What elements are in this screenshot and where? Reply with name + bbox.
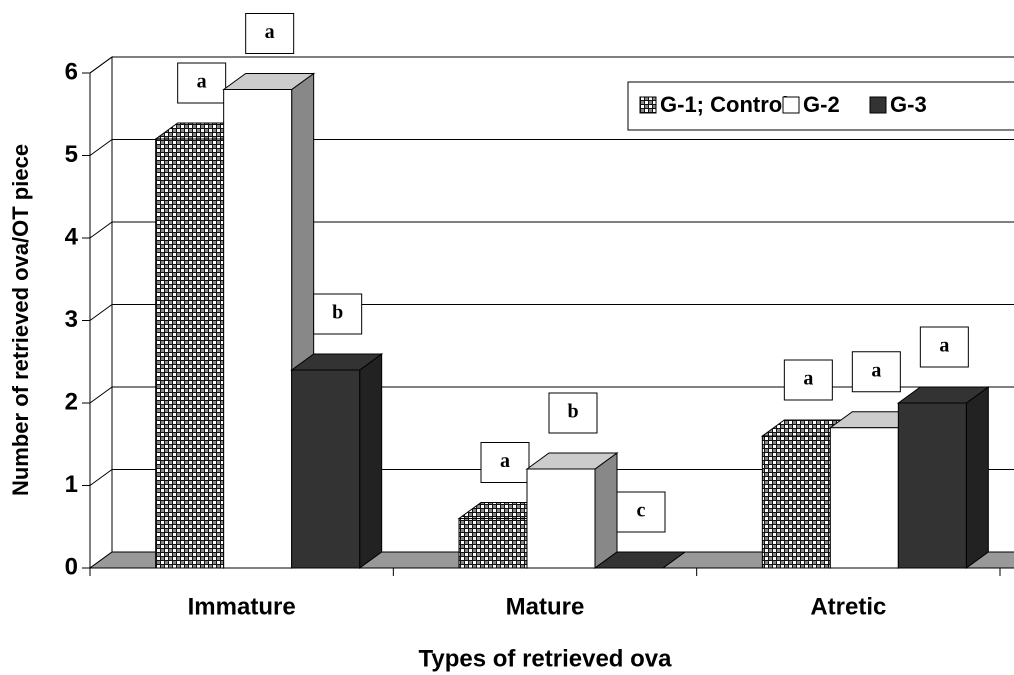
y-tick-label: 0 [65,553,78,580]
letter-box [616,491,666,533]
letter-box [177,62,227,104]
y-tick-label: 6 [65,58,78,85]
letter-box [480,442,530,483]
bar-front [223,89,293,569]
grid-line [89,304,113,321]
bar-side [594,452,618,569]
bar [593,551,687,569]
legend-label: G-2 [803,92,840,117]
legend-swatch [869,96,887,114]
letter-label: b [332,302,343,324]
grid-line [89,56,113,74]
letter-box [313,293,363,335]
x-tick-label: Mature [506,593,585,620]
letter-label: a [803,368,813,390]
bar [525,452,619,569]
grid-line [89,386,113,404]
letter-label: a [265,21,275,43]
y-tick-label: 4 [65,223,79,250]
legend-swatch [639,96,657,114]
letter-label: a [197,71,207,93]
bar-front [155,138,225,569]
grid-line [89,221,113,239]
legend [627,81,1014,131]
bar-side [965,386,989,569]
legend-label: G-1; Control [660,92,788,117]
bar-front [761,435,831,569]
y-tick-label: 5 [65,141,78,168]
bar-front [526,468,596,569]
letter-label: a [939,335,949,357]
letter-box [851,351,901,393]
bar-front [897,402,967,569]
letter-box [245,13,295,54]
letter-box [548,392,598,434]
y-axis-title: Number of retrieved ova/OT piece [8,144,33,496]
x-tick-label: Atretic [810,593,886,620]
bar [290,353,384,569]
letter-label: a [871,359,881,381]
bar-top [593,551,687,569]
grid-line [89,469,113,486]
x-axis-title: Types of retrieved ova [419,645,673,672]
y-tick-label: 2 [65,388,78,415]
letter-box [919,326,969,368]
letter-box [783,359,833,401]
x-tick-label: Immature [188,593,296,620]
y-tick-label: 3 [65,306,78,333]
bar-front [458,518,528,569]
bar [896,386,990,569]
letter-label: a [500,450,510,472]
legend-label: G-3 [890,92,927,117]
grid-line [89,139,113,156]
bar-side [359,353,383,569]
y-tick-label: 1 [65,471,78,498]
letter-label: b [567,401,578,423]
legend-swatch [782,96,800,114]
bar-front [291,369,361,569]
bar-front [829,427,899,569]
letter-label: c [637,500,646,522]
